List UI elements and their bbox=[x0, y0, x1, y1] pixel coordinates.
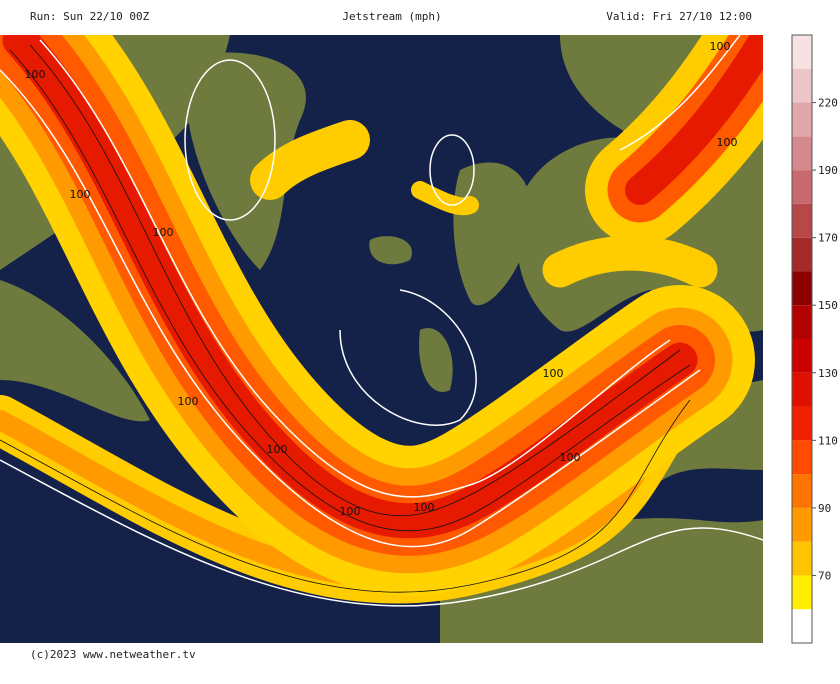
streamlines bbox=[0, 44, 691, 593]
legend-swatch bbox=[792, 440, 812, 475]
legend-swatch bbox=[792, 170, 812, 204]
map: 100 100 100 100 100 100 100 100 100 100 100 bbox=[0, 35, 763, 643]
contour-label: 100 bbox=[267, 443, 288, 456]
map-title: Jetstream (mph) bbox=[342, 10, 441, 23]
isotachs bbox=[0, 35, 763, 607]
legend-swatch bbox=[792, 237, 812, 272]
legend-tick-label: 170 bbox=[818, 232, 838, 245]
contour-label: 100 bbox=[25, 68, 46, 81]
legend-swatch bbox=[792, 68, 812, 103]
copyright: (c)2023 www.netweather.tv bbox=[30, 648, 196, 661]
contour-labels: 100 100 100 100 100 100 100 100 100 100 100 bbox=[25, 40, 738, 518]
legend-swatch bbox=[792, 339, 812, 373]
contour-label: 100 bbox=[70, 188, 91, 201]
legend-swatch bbox=[792, 136, 812, 171]
legend-swatch bbox=[792, 35, 812, 69]
legend-swatch bbox=[792, 203, 812, 238]
contour-label: 100 bbox=[543, 367, 564, 380]
legend-tick-label: 130 bbox=[818, 367, 838, 380]
contour-label: 100 bbox=[560, 451, 581, 464]
legend-swatch bbox=[792, 507, 812, 542]
run-label: Run: Sun 22/10 00Z bbox=[30, 10, 150, 23]
legend-swatch bbox=[792, 406, 812, 441]
contour-label: 100 bbox=[178, 395, 199, 408]
contour-label: 100 bbox=[340, 505, 361, 518]
legend-swatch bbox=[792, 609, 812, 643]
legend-swatch bbox=[792, 372, 812, 407]
legend-swatch bbox=[792, 102, 812, 137]
legend-swatch bbox=[792, 271, 812, 306]
legend-swatch bbox=[792, 474, 812, 508]
legend-frame bbox=[791, 34, 813, 644]
contour-label: 100 bbox=[153, 226, 174, 239]
valid-label: Valid: Fri 27/10 12:00 bbox=[606, 10, 752, 23]
legend-swatch bbox=[792, 541, 812, 576]
legend-tick-label: 190 bbox=[818, 164, 838, 177]
legend-swatch bbox=[792, 575, 812, 610]
legend-tick-label: 70 bbox=[818, 569, 831, 582]
color-legend: 70 90 110 130 150 170 190 220 bbox=[791, 34, 838, 644]
legend-tick-label: 220 bbox=[818, 97, 838, 110]
contour-label: 100 bbox=[717, 136, 738, 149]
contour-label: 100 bbox=[710, 40, 731, 53]
legend-tick-label: 110 bbox=[818, 434, 838, 447]
legend-tick-label: 150 bbox=[818, 299, 838, 312]
legend-tick-label: 90 bbox=[818, 502, 831, 515]
jet-core bbox=[0, 35, 763, 604]
legend-swatch bbox=[792, 305, 812, 339]
contour-label: 100 bbox=[414, 501, 435, 514]
